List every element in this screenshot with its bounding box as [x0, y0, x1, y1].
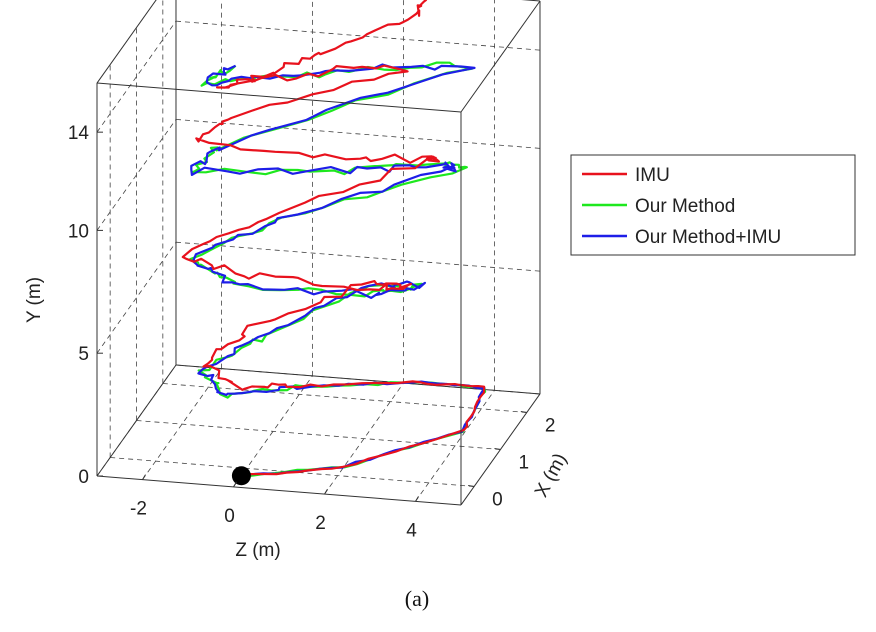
x-tick-mark — [494, 447, 501, 450]
figure-caption: (a) — [405, 586, 429, 611]
x-axis-label: X (m) — [531, 450, 571, 501]
grid-backwall-y — [175, 20, 541, 51]
box-edge — [96, 475, 462, 506]
legend-label-our-method: Our Method — [635, 196, 735, 217]
x-tick-mark — [468, 484, 475, 487]
x-tick-label: 0 — [492, 489, 503, 510]
z-tick-label: 2 — [315, 513, 326, 534]
grid-floor-x — [162, 383, 527, 413]
legend-label-imu: IMU — [635, 165, 670, 186]
z-tick-label: 4 — [406, 520, 417, 541]
x-tick-label: 2 — [545, 415, 556, 436]
series-line-imu — [181, 0, 486, 476]
box-edge — [96, 0, 157, 84]
legend-label-our-method-imu: Our Method+IMU — [635, 227, 781, 248]
x-tick-mark — [520, 410, 527, 413]
y-axis-label: Y (m) — [24, 277, 45, 323]
box-edge — [521, 0, 541, 2]
legend: IMU Our Method Our Method+IMU — [570, 154, 856, 256]
box-edge — [460, 0, 541, 113]
y-tick-label: 10 — [68, 221, 89, 242]
grid-sidewall-y — [96, 20, 177, 133]
grid-floor-x — [136, 420, 501, 450]
series-line-our-method — [189, 61, 487, 477]
y-tick-label: 14 — [68, 123, 90, 144]
z-tick-mark — [233, 481, 237, 488]
grid-backwall-y — [175, 119, 541, 149]
box-edge — [96, 364, 177, 477]
y-tick-label: 0 — [78, 467, 89, 488]
axes-box-front — [96, 0, 541, 506]
z-tick-mark — [142, 474, 146, 480]
grid-sidewall-y — [96, 241, 177, 354]
axes-box-back — [96, 0, 541, 477]
box-edge — [96, 82, 462, 113]
start-marker — [231, 466, 251, 486]
z-tick-mark — [324, 488, 328, 495]
series-layer — [181, 0, 487, 486]
z-tick-label: 0 — [224, 506, 235, 527]
grid-backwall-y — [175, 241, 541, 272]
z-tick-label: -2 — [130, 499, 147, 520]
y-tick-label: 5 — [78, 344, 89, 365]
x-tick-label: 1 — [518, 452, 529, 473]
series-line-our-method-imu — [190, 63, 486, 477]
z-tick-mark — [415, 496, 419, 502]
grid-sidewall-y — [96, 119, 177, 231]
z-axis-label: Z (m) — [235, 540, 280, 561]
